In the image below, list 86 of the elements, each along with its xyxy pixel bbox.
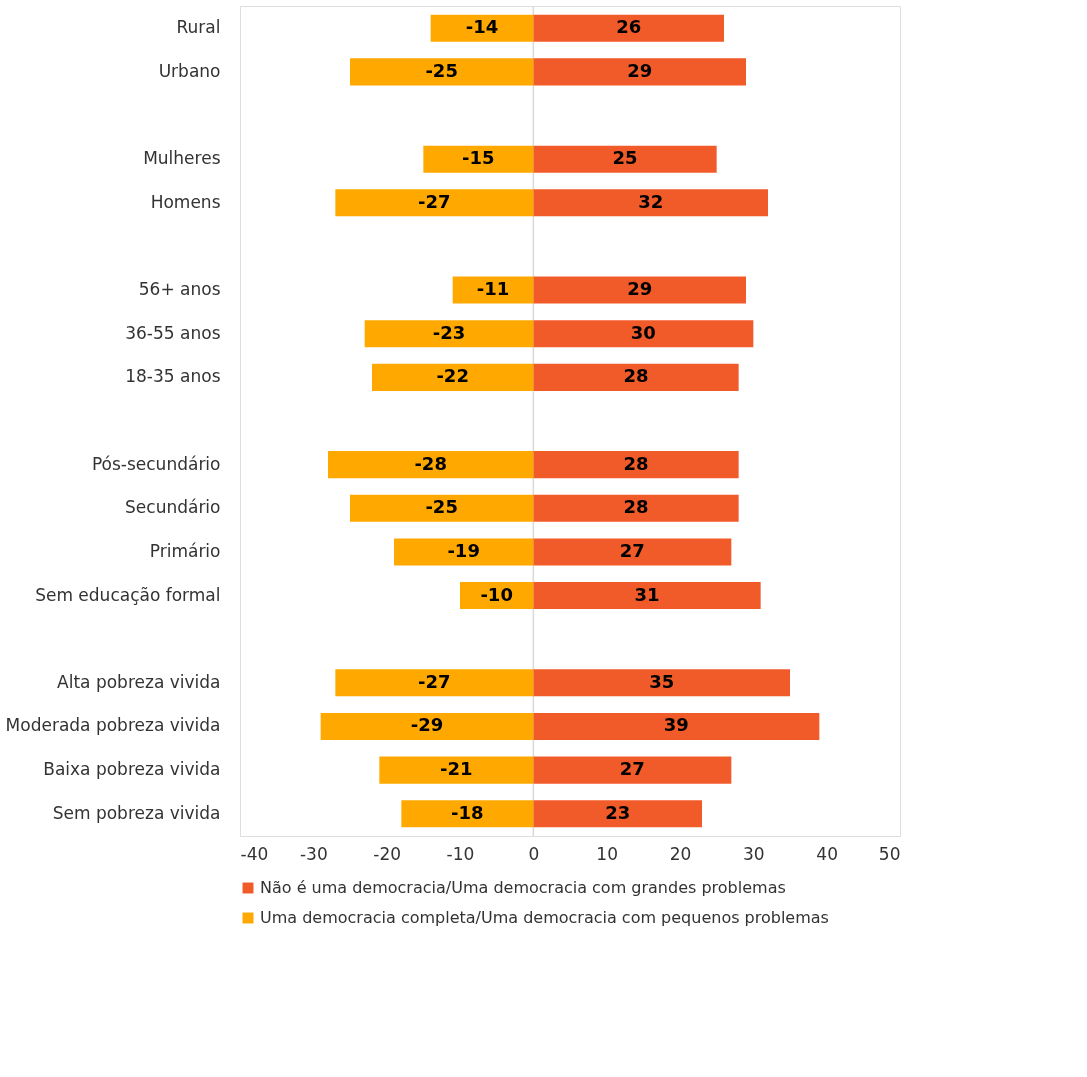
bar bbox=[335, 189, 534, 217]
data-label: -23 bbox=[432, 321, 466, 343]
data-label: -22 bbox=[436, 365, 469, 387]
x-tick-label: 10 bbox=[596, 843, 618, 864]
bar bbox=[372, 363, 534, 391]
x-tick-label: 20 bbox=[669, 843, 692, 864]
data-label: -21 bbox=[440, 758, 473, 780]
bar bbox=[533, 669, 790, 697]
bar bbox=[533, 145, 717, 173]
bar bbox=[533, 538, 732, 566]
x-tick-label: 0 bbox=[528, 843, 540, 864]
data-label: 31 bbox=[634, 583, 660, 605]
data-label: 29 bbox=[627, 59, 653, 81]
data-label: 23 bbox=[605, 801, 631, 823]
y-tick-label: 18-35 anos bbox=[125, 366, 221, 387]
bar bbox=[394, 538, 534, 566]
bar bbox=[533, 494, 739, 522]
data-label: -11 bbox=[476, 278, 510, 300]
x-tick-label: -10 bbox=[446, 843, 475, 864]
x-tick-label: 40 bbox=[816, 843, 838, 864]
data-label: 35 bbox=[649, 670, 675, 692]
bar bbox=[533, 582, 761, 610]
data-label: -14 bbox=[465, 16, 499, 38]
bar bbox=[364, 320, 534, 348]
bar bbox=[401, 800, 534, 828]
data-label: -15 bbox=[462, 147, 495, 169]
x-tick-label: -30 bbox=[299, 843, 328, 864]
bar bbox=[533, 363, 739, 391]
y-tick-label: Mulheres bbox=[143, 148, 221, 169]
bar bbox=[379, 756, 534, 784]
data-label: -19 bbox=[447, 539, 480, 561]
data-label: -25 bbox=[425, 59, 458, 81]
y-tick-label: Sem educação formal bbox=[35, 584, 221, 605]
data-label: -10 bbox=[480, 583, 513, 605]
data-label: -18 bbox=[451, 801, 484, 823]
y-tick-label: Urbano bbox=[158, 60, 221, 81]
bar bbox=[533, 320, 754, 348]
bar bbox=[533, 756, 732, 784]
data-label: 32 bbox=[638, 190, 664, 212]
bar bbox=[350, 58, 534, 86]
y-tick-label: Primário bbox=[149, 540, 221, 561]
data-label: -27 bbox=[418, 670, 451, 692]
bar bbox=[423, 145, 534, 173]
y-tick-label: Secundário bbox=[125, 497, 221, 518]
x-tick-label: -40 bbox=[240, 843, 269, 864]
x-tick-label: 30 bbox=[743, 843, 765, 864]
bar bbox=[452, 276, 534, 304]
bar bbox=[533, 451, 739, 479]
y-tick-label: Sem pobreza vivida bbox=[52, 802, 221, 823]
y-tick-label: Pós-secundário bbox=[91, 453, 221, 474]
data-label: 30 bbox=[630, 321, 656, 343]
data-label: 39 bbox=[663, 714, 689, 736]
y-tick-label: Baixa pobreza vivida bbox=[43, 759, 221, 780]
data-label: 26 bbox=[616, 16, 642, 38]
bar bbox=[533, 58, 746, 86]
data-label: -28 bbox=[414, 452, 447, 474]
bar bbox=[320, 712, 534, 740]
y-tick-label: Homens bbox=[150, 191, 221, 212]
y-tick-label: Alta pobreza vivida bbox=[57, 671, 221, 692]
bar bbox=[533, 189, 768, 217]
data-label: 27 bbox=[619, 758, 645, 780]
y-tick-label: 56+ anos bbox=[138, 279, 221, 300]
data-label: 28 bbox=[623, 496, 649, 518]
bar bbox=[533, 276, 746, 304]
y-tick-label: Rural bbox=[176, 17, 221, 38]
legend-label: Uma democracia completa/Uma democracia com pequenos problemas bbox=[260, 908, 829, 927]
bar bbox=[335, 669, 534, 697]
bar bbox=[328, 451, 534, 479]
data-label: 29 bbox=[627, 278, 653, 300]
bar bbox=[533, 800, 702, 828]
x-tick-label: 50 bbox=[878, 843, 901, 864]
data-label: -29 bbox=[410, 714, 444, 736]
bar bbox=[533, 14, 724, 42]
legend-label: Não é uma democracia/Uma democracia com grandes problemas bbox=[260, 878, 786, 897]
bar bbox=[533, 712, 820, 740]
bar bbox=[350, 494, 534, 522]
data-label: -27 bbox=[418, 190, 451, 212]
data-label: -25 bbox=[425, 496, 458, 518]
data-label: 28 bbox=[623, 365, 649, 387]
bar bbox=[430, 14, 534, 42]
data-label: 25 bbox=[612, 147, 638, 169]
y-tick-label: 36-55 anos bbox=[125, 322, 221, 343]
data-label: 27 bbox=[619, 539, 645, 561]
y-tick-label: Moderada pobreza vivida bbox=[5, 715, 221, 736]
data-label: 28 bbox=[623, 452, 649, 474]
x-tick-label: -20 bbox=[373, 843, 402, 864]
